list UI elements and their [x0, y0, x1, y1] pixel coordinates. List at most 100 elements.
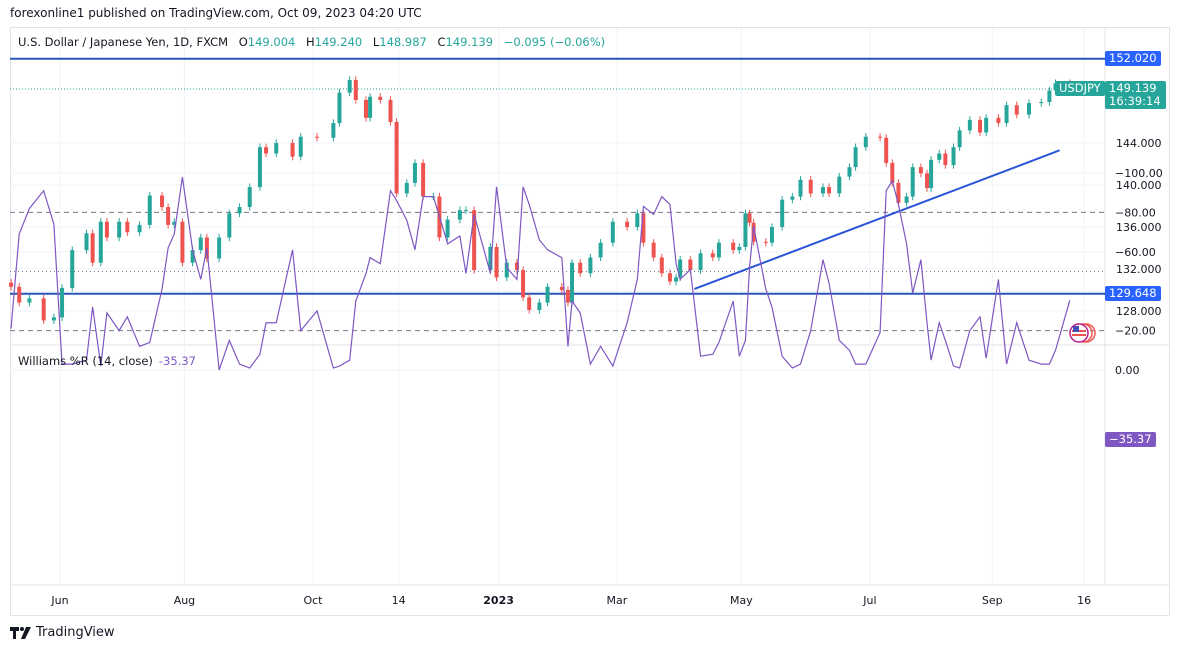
- candle: [315, 136, 320, 138]
- resistance-price-tag: 152.020: [1105, 51, 1161, 66]
- change-value: −0.095 (−0.06%): [503, 35, 606, 49]
- close-label: C: [437, 35, 446, 49]
- candle: [667, 273, 672, 282]
- candle: [463, 210, 468, 212]
- candle: [904, 196, 909, 203]
- x-tick-label: 14: [392, 594, 406, 607]
- x-tick-label: Jul: [862, 594, 876, 607]
- candle: [731, 242, 736, 251]
- candle: [641, 213, 646, 243]
- price-tick-label: 132.000: [1116, 263, 1162, 276]
- indicator-tick-label: −100.00: [1115, 167, 1163, 180]
- price-tick-label: 136.000: [1116, 221, 1162, 234]
- candle: [951, 147, 956, 166]
- candle: [1014, 105, 1019, 115]
- x-tick-label: May: [730, 594, 753, 607]
- candle: [1039, 102, 1044, 104]
- open-value: 149.004: [247, 35, 296, 49]
- indicator-legend: Williams %R (14, close) -35.37: [18, 354, 196, 368]
- candle: [827, 187, 832, 194]
- candle: [331, 123, 336, 138]
- candle: [227, 213, 232, 238]
- candle: [565, 290, 570, 303]
- candle: [710, 253, 715, 258]
- candle: [70, 250, 75, 288]
- tradingview-logo[interactable]: TradingView: [10, 625, 115, 640]
- candle: [514, 262, 519, 271]
- candle: [394, 122, 399, 194]
- candle: [125, 221, 130, 233]
- candle: [388, 99, 393, 122]
- x-tick-label: Sep: [982, 594, 1003, 607]
- candle: [918, 167, 923, 174]
- x-tick-label: 2023: [483, 594, 514, 607]
- indicator-tick-label: 0.00: [1115, 364, 1140, 377]
- publish-info: forexonline1 published on TradingView.co…: [10, 6, 422, 20]
- symbol-title: U.S. Dollar / Japanese Yen, 1D, FXCM: [18, 35, 229, 49]
- candle: [957, 130, 962, 148]
- candle: [84, 233, 89, 251]
- candle: [166, 207, 171, 225]
- indicator-tick-label: −20.00: [1115, 325, 1156, 338]
- candle: [847, 167, 852, 177]
- williams-r-line: [10, 176, 1071, 371]
- low-label: L: [372, 35, 380, 49]
- price-tick-label: 128.000: [1116, 305, 1162, 318]
- trendline[interactable]: [694, 149, 1060, 290]
- candle: [896, 182, 901, 203]
- candle: [147, 195, 152, 225]
- candle: [943, 153, 948, 166]
- candle: [521, 270, 526, 298]
- candle: [853, 147, 858, 168]
- candle: [137, 224, 142, 233]
- candle: [929, 159, 934, 189]
- candle: [504, 262, 509, 278]
- candle: [180, 221, 185, 263]
- candle: [247, 187, 252, 208]
- candle: [820, 187, 825, 194]
- candle: [743, 213, 748, 247]
- candle: [160, 195, 164, 208]
- candle: [172, 221, 177, 225]
- candle: [457, 210, 462, 220]
- high-value: 149.240: [314, 35, 363, 49]
- us-flag-icon[interactable]: [1066, 322, 1096, 343]
- x-tick-label: Jun: [50, 594, 68, 607]
- candle: [404, 182, 409, 194]
- candle: [937, 153, 942, 160]
- candle: [674, 277, 679, 282]
- candle: [264, 147, 269, 154]
- candle: [967, 119, 972, 131]
- candle: [527, 297, 532, 310]
- candle: [610, 221, 615, 243]
- indicator-value: -35.37: [158, 354, 196, 368]
- x-tick-label: Aug: [174, 594, 195, 607]
- candle: [837, 176, 842, 194]
- candle: [578, 262, 583, 274]
- candle: [737, 246, 742, 251]
- indicator-value-tag: −35.37: [1105, 432, 1156, 447]
- candle: [537, 302, 542, 310]
- close-value: 149.139: [445, 35, 494, 49]
- candle: [808, 179, 813, 194]
- x-tick-label: Mar: [607, 594, 628, 607]
- candle: [488, 246, 493, 271]
- candle: [884, 137, 889, 163]
- candle: [51, 317, 56, 321]
- candle: [769, 227, 774, 243]
- candle: [659, 257, 664, 274]
- candle: [445, 219, 450, 238]
- last-price: 149.139: [1109, 81, 1157, 95]
- candle: [545, 286, 550, 303]
- candle: [625, 221, 630, 227]
- high-label: H: [306, 35, 315, 49]
- indicator-tick-label: −60.00: [1115, 246, 1156, 259]
- candle: [588, 257, 593, 274]
- candle: [635, 213, 640, 227]
- candle: [890, 162, 895, 183]
- support-price-tag: 129.648: [1105, 286, 1161, 301]
- candle: [559, 286, 564, 290]
- last-price-tag: 149.139 16:39:14: [1105, 81, 1166, 109]
- candle: [1004, 105, 1009, 124]
